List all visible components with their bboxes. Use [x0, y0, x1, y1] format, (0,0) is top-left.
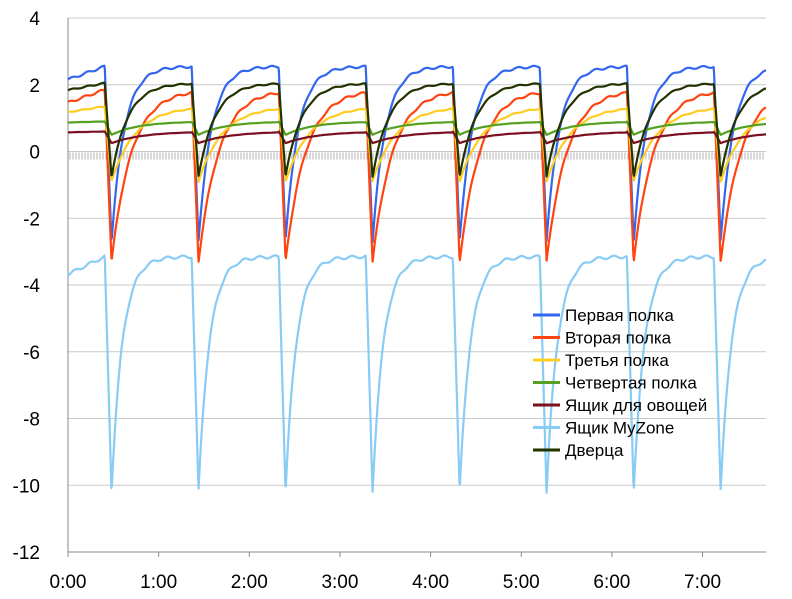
legend-label: Четвертая полка	[565, 374, 697, 393]
y-tick-label: 0	[29, 143, 40, 164]
legend-label: Ящик MyZone	[565, 419, 674, 438]
x-tick-labels: 0:00 1:00 2:00 3:00 4:00 5:00 6:00 7:00	[50, 552, 721, 593]
y-tick-label: 4	[29, 9, 40, 30]
series-line	[67, 254, 767, 494]
legend-label: Вторая полка	[565, 329, 672, 348]
y-tick-label: -12	[13, 543, 40, 564]
legend-label: Первая полка	[565, 306, 674, 325]
y-tick-labels: 4 2 0 -2 -4 -6 -8 -10 -12	[13, 9, 41, 564]
x-tick-label: 4:00	[412, 572, 449, 593]
series-line	[67, 81, 767, 178]
series-line	[67, 120, 767, 136]
series-line	[67, 88, 767, 263]
x-tick-label: 2:00	[231, 572, 268, 593]
x-tick-label: 5:00	[503, 572, 540, 593]
axes	[67, 18, 766, 553]
legend-label: Ящик для овощей	[565, 396, 707, 415]
legend-label: Третья полка	[565, 351, 669, 370]
series-line	[67, 105, 767, 183]
x-tick-label: 0:00	[50, 572, 87, 593]
series-line	[67, 130, 767, 145]
x-tick-label: 7:00	[684, 572, 721, 593]
y-tick-label: -2	[23, 209, 40, 230]
y-tick-label: -10	[13, 476, 40, 497]
y-tick-label: -6	[23, 343, 40, 364]
series-lines	[67, 64, 767, 494]
y-tick-label: 2	[29, 76, 40, 97]
x-tick-label: 3:00	[321, 572, 358, 593]
y-tick-label: -8	[23, 410, 40, 431]
x-tick-label: 6:00	[593, 572, 630, 593]
y-tick-label: -4	[23, 276, 40, 297]
legend-label: Дверца	[565, 441, 624, 460]
x-tick-label: 1:00	[140, 572, 177, 593]
zero-line-hatch	[69, 152, 764, 160]
legend: Первая полка Вторая полка Третья полка Четв…	[533, 306, 707, 460]
